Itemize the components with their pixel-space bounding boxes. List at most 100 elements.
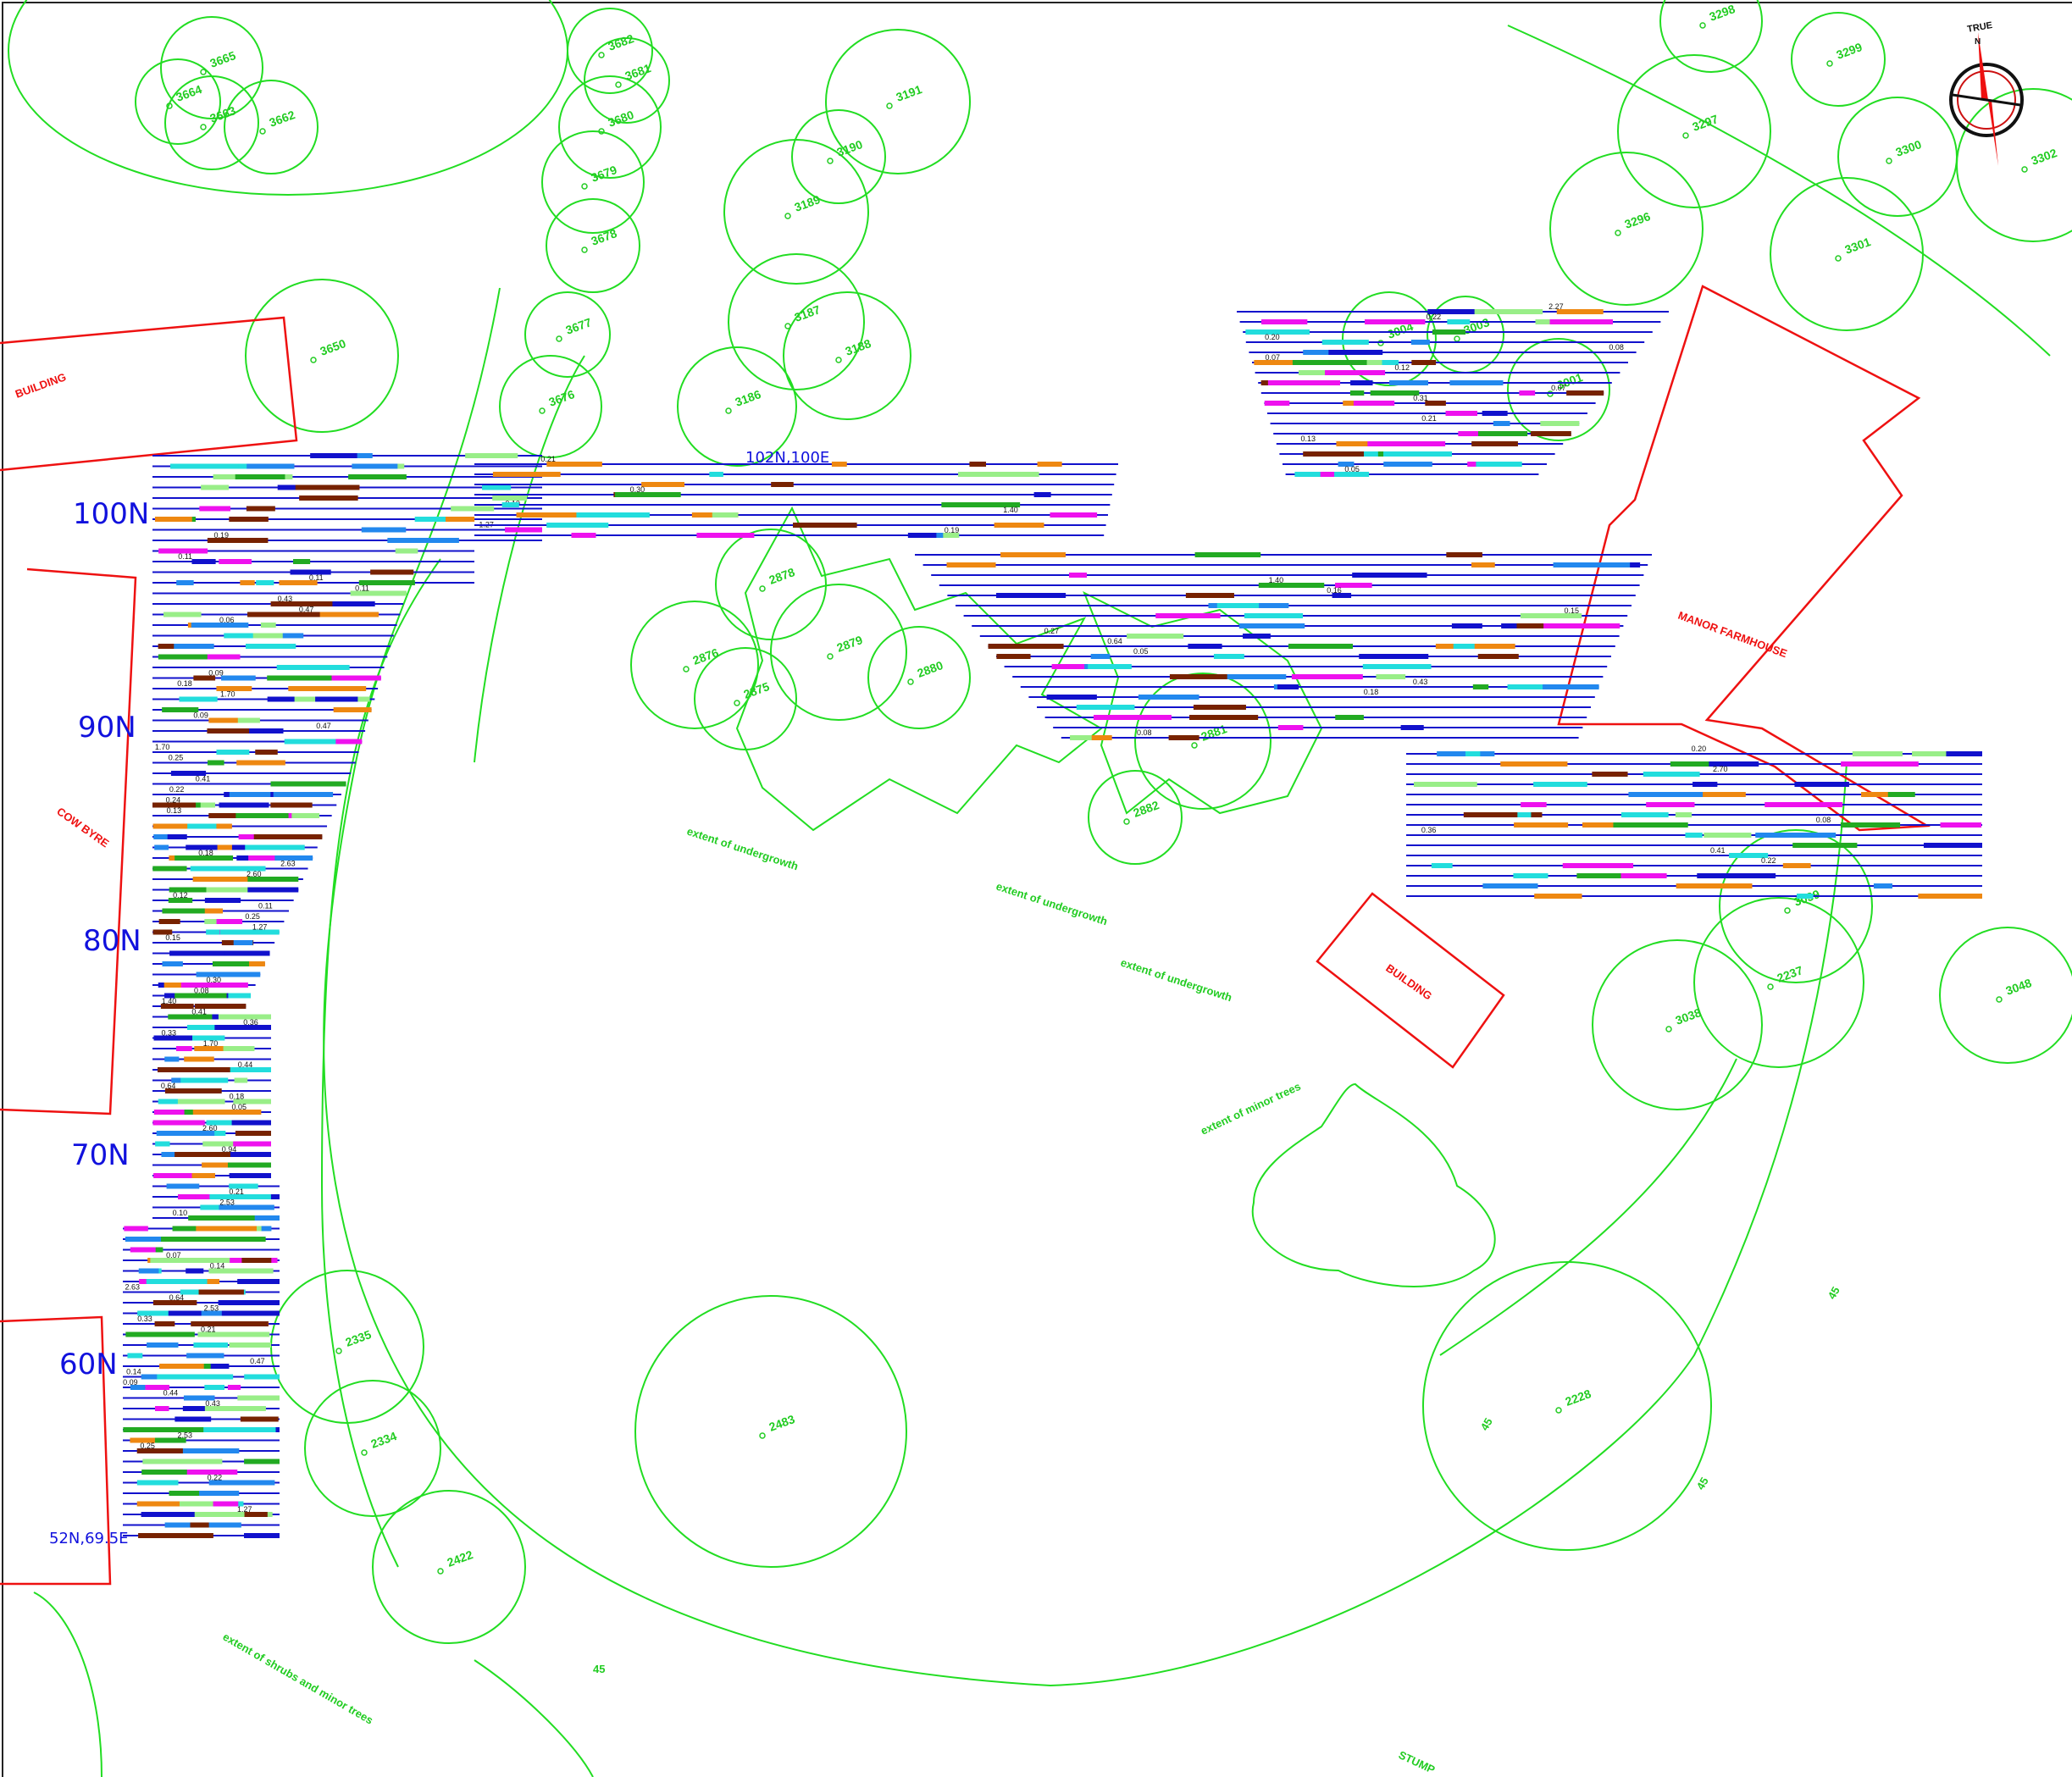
manor-farmhouse xyxy=(1557,285,1931,832)
tree-label: 2335 xyxy=(344,1327,374,1349)
tree-canopy xyxy=(1659,0,1763,73)
tree-label: 3662 xyxy=(268,108,297,130)
measurement-value: 0.11 xyxy=(258,902,273,911)
measurement-value: 2.70 xyxy=(1713,765,1728,773)
tree-canopy xyxy=(1549,152,1704,306)
tree-trunk-marker xyxy=(1767,983,1774,990)
north-arrow-label: TRUE xyxy=(1966,20,1993,35)
undergrowth-outlines xyxy=(735,506,1496,1287)
tree-canopy xyxy=(1770,177,1924,331)
tree-label: 2422 xyxy=(446,1547,475,1569)
note-shrubs: extent of shrubs and minor trees xyxy=(221,1630,376,1727)
tree-trunk-marker xyxy=(759,1432,766,1439)
tree-trunk-marker xyxy=(1191,742,1198,749)
measurement-value: 0.21 xyxy=(201,1326,216,1334)
measurement-value: 0.64 xyxy=(161,1082,176,1090)
note-undergrowth-3: extent of undergrowth xyxy=(1119,956,1233,1005)
measurement-value: 1.27 xyxy=(252,923,268,932)
contour-inner xyxy=(474,355,585,763)
tree-canopy xyxy=(728,253,865,390)
measurement-value: 0.18 xyxy=(177,679,192,688)
tree-trunk-marker xyxy=(2021,166,2028,173)
measurement-value: 0.13 xyxy=(167,806,182,815)
survey-lines: 0.10 1.27 0.19 0.11 0.11 0.11 0.43 0.47 0.06 0.09… xyxy=(123,302,1982,1538)
measurement-value: 0.64 xyxy=(1107,637,1122,645)
tree-trunk-marker xyxy=(827,158,834,164)
tree-label: 2228 xyxy=(1564,1387,1593,1409)
measurement-value: 1.70 xyxy=(203,1039,219,1048)
tree-label: 3681 xyxy=(623,61,653,83)
coord-label-52n-69e: 52N,69.5E xyxy=(49,1530,129,1547)
contour-s xyxy=(474,1659,594,1777)
tree-canopy xyxy=(1088,770,1183,865)
measurement-value: 2.60 xyxy=(202,1124,218,1132)
measurement-value: 0.25 xyxy=(140,1442,155,1450)
measurement-value: 0.94 xyxy=(222,1145,237,1154)
measurement-value: 0.44 xyxy=(163,1389,179,1398)
north-arrow: TRUE N xyxy=(1949,20,2024,166)
tree-canopies xyxy=(135,0,2072,1644)
tree-trunk-marker xyxy=(1835,255,1842,262)
measurement-value: 0.05 xyxy=(1133,647,1149,656)
tree-canopy xyxy=(867,626,971,729)
tree-canopy xyxy=(715,529,827,640)
tree-trunk-marker xyxy=(1615,230,1621,236)
tree-trunk-marker xyxy=(166,102,173,109)
measurement-value: 0.43 xyxy=(205,1399,220,1408)
tree-label: 3676 xyxy=(547,387,577,409)
tree-label: 3186 xyxy=(734,387,763,409)
tree-trunk-marker xyxy=(598,52,605,58)
measurement-value: 0.22 xyxy=(208,1474,223,1482)
tree-trunk-marker xyxy=(310,357,317,363)
tree-canopy xyxy=(1719,829,1873,983)
measurement-value: 1.27 xyxy=(237,1505,252,1514)
contour-east xyxy=(1439,1058,1737,1356)
north-arrow-n: N xyxy=(1975,37,1981,47)
measurement-value: 0.22 xyxy=(1761,856,1776,865)
tree-trunk-marker xyxy=(827,653,834,660)
tree-trunk-marker xyxy=(1454,335,1460,342)
measurement-value: 0.36 xyxy=(1421,826,1437,834)
tree-canopy xyxy=(1791,12,1886,107)
tree-canopy xyxy=(245,279,399,433)
tree-label: 3297 xyxy=(1691,112,1720,134)
tree-label: 3189 xyxy=(793,192,823,214)
tree-label: 3682 xyxy=(607,31,636,53)
measurement-value: 0.25 xyxy=(169,754,184,762)
tree-canopy xyxy=(524,291,611,378)
measurement-value: 0.09 xyxy=(193,711,208,720)
measurement-value: 0.15 xyxy=(165,933,180,942)
contour-label-45d: 45 xyxy=(1825,1284,1842,1301)
tree-canopy xyxy=(825,29,971,174)
tree-canopy xyxy=(1592,939,1763,1110)
measurement-value: 0.16 xyxy=(1327,586,1342,595)
measurement-value: 2.60 xyxy=(247,870,262,878)
tree-trunk-marker xyxy=(1784,907,1791,914)
measurement-value: 0.64 xyxy=(169,1293,185,1302)
tree-trunk-marker xyxy=(759,585,766,592)
tree-canopy xyxy=(1507,338,1610,441)
measurement-value: 0.08 xyxy=(1137,728,1152,737)
tree-trunk-marker xyxy=(615,81,622,88)
measurement-value: 0.07 xyxy=(1551,384,1566,392)
measurement-value: 0.30 xyxy=(630,485,645,494)
tree-trunk-marker xyxy=(335,1348,342,1354)
tree-canopy xyxy=(770,584,907,721)
measurement-value: 0.41 xyxy=(196,775,211,783)
measurement-value: 1.40 xyxy=(162,997,177,1005)
tree-trunk-marker xyxy=(556,335,562,342)
measurement-value: 0.08 xyxy=(194,987,209,995)
tree-label: 3296 xyxy=(1623,209,1653,231)
measurement-value: 0.18 xyxy=(230,1093,245,1101)
tree-canopy xyxy=(677,346,797,467)
tree-label: 3678 xyxy=(590,226,619,248)
measurement-value: 0.08 xyxy=(1816,816,1831,824)
measurement-value: 0.31 xyxy=(1413,394,1428,402)
measurement-value: 0.18 xyxy=(198,849,213,857)
measurement-value: 0.14 xyxy=(126,1368,141,1376)
north-arrow-icon xyxy=(1978,32,1988,100)
tree-label: 3677 xyxy=(564,315,594,337)
contour-label-45a: 45 xyxy=(593,1663,605,1675)
